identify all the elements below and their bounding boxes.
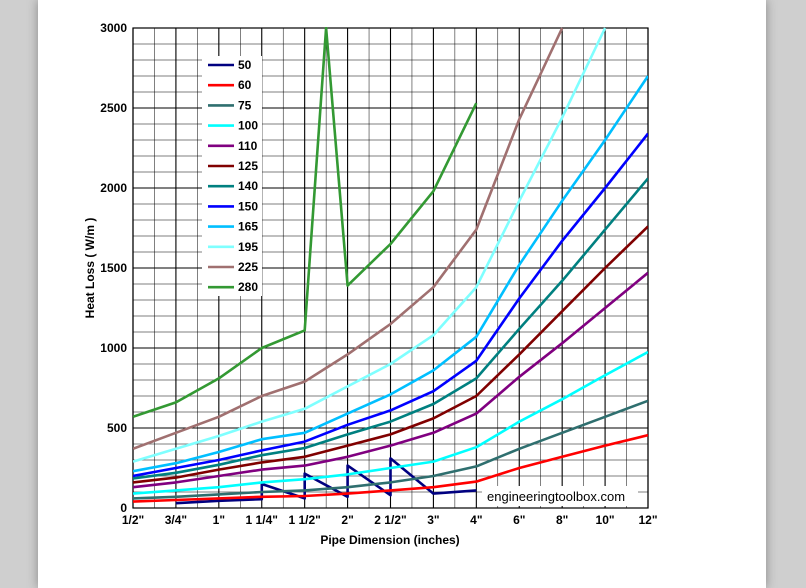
x-tick-label: 8": [556, 513, 568, 527]
x-tick-label: 1 1/2": [288, 513, 320, 527]
y-tick-labels: 0 500 1000 1500 2000 2500 3000: [100, 21, 127, 515]
y-tick-label: 2500: [100, 101, 127, 115]
series-line-140: [133, 177, 648, 480]
legend-label-280: 280: [238, 280, 258, 294]
y-tick-label: 3000: [100, 21, 127, 35]
x-tick-label: 1/2": [122, 513, 144, 527]
x-tick-label: 10": [596, 513, 615, 527]
series-line-110: [133, 271, 648, 489]
series-line-60: [133, 433, 648, 503]
series-line-165: [133, 75, 648, 473]
x-tick-label: 3/4": [165, 513, 187, 527]
legend-label-125: 125: [238, 159, 258, 173]
y-tick-label: 1500: [100, 261, 127, 275]
y-axis-title: Heat Loss ( W/m ): [83, 218, 97, 319]
x-tick-label: 12": [638, 513, 657, 527]
series-line-195: [133, 27, 607, 463]
legend-box: [202, 56, 262, 296]
watermark-box: [482, 486, 638, 506]
legend-label-150: 150: [238, 199, 258, 213]
x-tick-labels: 1/2" 3/4" 1" 1 1/4" 1 1/2" 2" 2 1/2" 3" 4" 6" 8" 10…: [122, 513, 658, 527]
y-tick-label: 500: [107, 421, 127, 435]
legend-label-110: 110: [238, 139, 258, 153]
legend-label-60: 60: [238, 78, 252, 92]
y-tick-label: 1000: [100, 341, 127, 355]
x-tick-label: 2": [341, 513, 353, 527]
legend: 50 60 75 100 110 125 140 150 165 195 225 280: [208, 58, 258, 294]
x-tick-label: 6": [513, 513, 525, 527]
x-tick-label: 4": [470, 513, 482, 527]
series-line-280: [133, 27, 478, 419]
series-line-75: [133, 399, 648, 500]
legend-label-225: 225: [238, 260, 258, 274]
x-tick-label: 2 1/2": [374, 513, 406, 527]
x-axis-title: Pipe Dimension (inches): [320, 533, 459, 547]
legend-label-165: 165: [238, 220, 258, 234]
x-tick-label: 3": [427, 513, 439, 527]
series-line-100: [133, 350, 648, 495]
legend-label-140: 140: [238, 179, 258, 193]
series-lines: [133, 27, 648, 505]
x-tick-label: 1": [213, 513, 225, 527]
y-tick-label: 0: [120, 501, 127, 515]
series-line-50: [175, 457, 477, 505]
legend-label-50: 50: [238, 58, 252, 72]
x-tick-label: 1 1/4": [246, 513, 278, 527]
series-line-125: [133, 225, 648, 484]
legend-label-100: 100: [238, 119, 258, 133]
series-line-225: [133, 27, 564, 451]
legend-label-75: 75: [238, 98, 252, 112]
legend-label-195: 195: [238, 240, 258, 254]
watermark-text: engineeringtoolbox.com: [487, 489, 625, 504]
series-line-150: [133, 132, 648, 478]
y-tick-label: 2000: [100, 181, 127, 195]
